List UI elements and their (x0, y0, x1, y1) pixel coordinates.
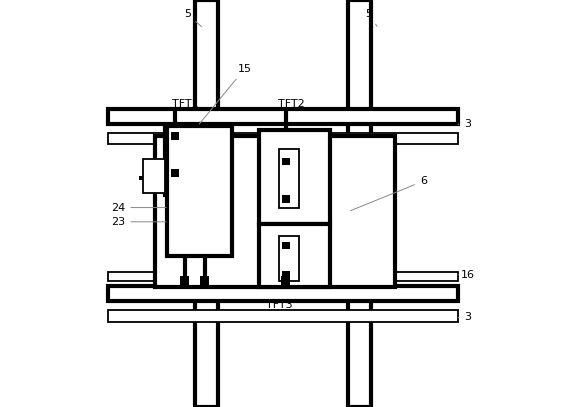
Text: 15: 15 (199, 64, 251, 124)
Text: TFT1: TFT1 (172, 99, 199, 109)
Bar (282, 195, 290, 203)
Text: 23: 23 (111, 217, 166, 227)
Bar (259, 130, 330, 224)
Text: 5: 5 (365, 9, 377, 26)
Bar (281, 276, 290, 285)
Bar (179, 276, 188, 285)
Bar (108, 286, 458, 301)
Bar (139, 176, 143, 180)
Text: 3: 3 (458, 313, 471, 322)
Text: 16: 16 (458, 270, 475, 280)
Text: 5: 5 (184, 9, 201, 27)
Bar (171, 132, 179, 140)
Text: TFT2: TFT2 (278, 99, 305, 109)
Bar (167, 126, 232, 256)
Bar (348, 0, 371, 407)
Text: 6: 6 (351, 176, 427, 210)
Bar (108, 109, 458, 124)
Bar (108, 310, 458, 322)
Bar (279, 149, 299, 208)
Bar (200, 276, 209, 285)
Bar (108, 272, 458, 281)
Bar (195, 0, 218, 407)
Bar (282, 242, 290, 249)
Text: TFT3: TFT3 (265, 300, 292, 310)
Text: 3: 3 (458, 119, 471, 129)
Bar (108, 133, 458, 144)
Bar (143, 159, 165, 193)
Bar (259, 224, 330, 287)
Bar (282, 158, 290, 165)
Bar (171, 169, 179, 177)
Bar (165, 126, 218, 195)
Bar (155, 136, 395, 287)
Bar (282, 271, 290, 278)
Text: 24: 24 (111, 203, 166, 212)
Bar (279, 236, 299, 281)
